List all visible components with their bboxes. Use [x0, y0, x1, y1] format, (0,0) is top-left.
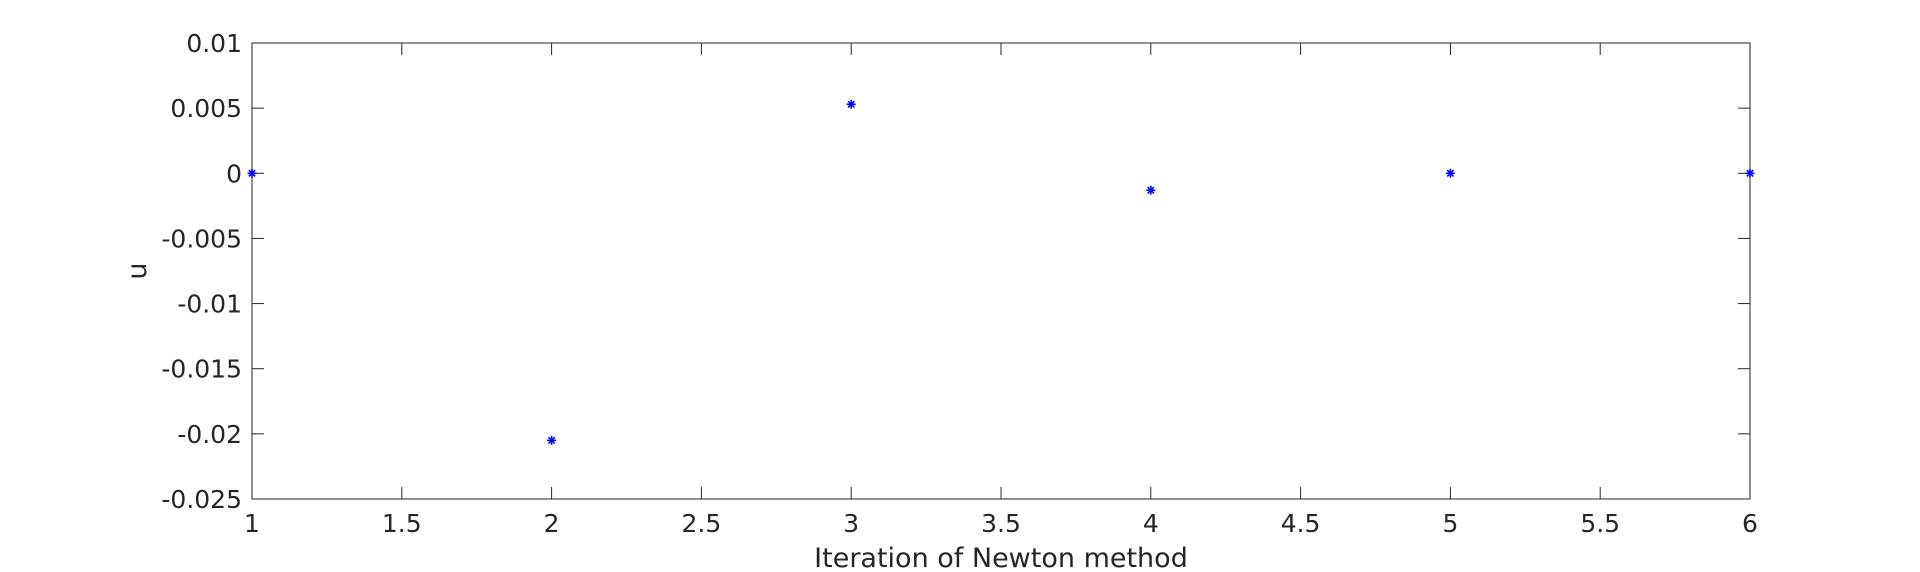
x-tick-label: 4	[1143, 509, 1159, 538]
x-tick-label: 1	[244, 509, 260, 538]
data-point	[1146, 185, 1156, 195]
x-tick-label: 3	[843, 509, 859, 538]
y-tick-label: 0.01	[186, 29, 242, 58]
plot-area	[251, 42, 1751, 500]
x-tick-label: 2.5	[682, 509, 722, 538]
data-point	[1745, 168, 1755, 178]
y-tick-label: -0.015	[161, 355, 242, 384]
y-tick-label: -0.025	[161, 485, 242, 514]
data-series	[247, 99, 1755, 445]
y-tick-label: 0	[226, 159, 242, 188]
x-tick-label: 6	[1742, 509, 1758, 538]
y-tick-label: 0.005	[170, 94, 242, 123]
x-tick-label: 5	[1442, 509, 1458, 538]
y-axis: 0.01 0.005 0 -0.005 -0.01 -0.015 -0.02 -0.025	[161, 29, 1750, 514]
y-tick-label: -0.005	[161, 224, 242, 253]
data-point	[247, 168, 257, 178]
x-axis-label: Iteration of Newton method	[814, 543, 1188, 572]
x-tick-label: 4.5	[1281, 509, 1321, 538]
data-point	[846, 99, 856, 109]
x-tick-label: 1.5	[382, 509, 422, 538]
y-tick-label: -0.02	[177, 420, 242, 449]
axes-box	[251, 42, 1751, 500]
y-tick-label: -0.01	[177, 290, 242, 319]
x-axis: 1 1.5 2 2.5 3 3.5 4 4.5 5 5.5 6	[244, 43, 1758, 538]
x-tick-label: 3.5	[981, 509, 1021, 538]
x-tick-label: 2	[544, 509, 560, 538]
y-axis-label: u	[122, 262, 153, 279]
data-point	[1445, 168, 1455, 178]
data-point	[547, 435, 557, 445]
x-tick-label: 5.5	[1580, 509, 1620, 538]
